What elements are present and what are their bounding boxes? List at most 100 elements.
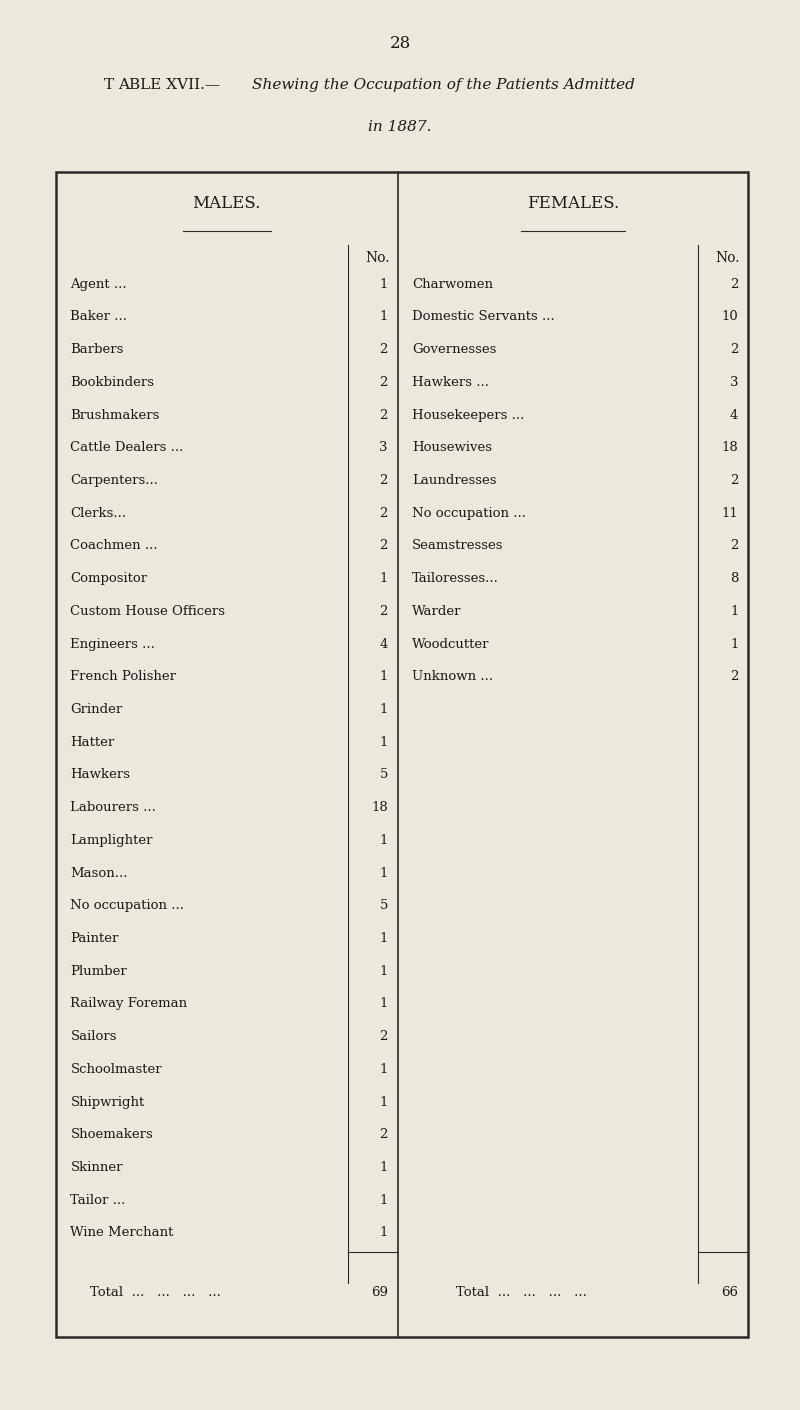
Text: 1: 1 — [380, 310, 388, 323]
Text: 2: 2 — [380, 1031, 388, 1043]
Text: 18: 18 — [722, 441, 738, 454]
Text: FEMALES.: FEMALES. — [526, 195, 619, 212]
Text: 5: 5 — [380, 768, 388, 781]
Text: Railway Foreman: Railway Foreman — [70, 997, 187, 1011]
Text: 1: 1 — [380, 1096, 388, 1108]
Text: in 1887.: in 1887. — [368, 120, 432, 134]
Text: Sailors: Sailors — [70, 1031, 117, 1043]
Text: 2: 2 — [380, 1128, 388, 1141]
Text: 3: 3 — [379, 441, 388, 454]
Text: 1: 1 — [380, 1063, 388, 1076]
Text: Charwomen: Charwomen — [412, 278, 493, 290]
Text: 2: 2 — [380, 540, 388, 553]
Text: Woodcutter: Woodcutter — [412, 637, 490, 650]
Text: 2: 2 — [380, 343, 388, 357]
Text: No.: No. — [715, 251, 740, 265]
Text: T: T — [104, 78, 114, 92]
Text: Hatter: Hatter — [70, 736, 114, 749]
Text: 1: 1 — [380, 932, 388, 945]
Text: 2: 2 — [380, 474, 388, 486]
Text: Shewing the Occupation of the Patients Admitted: Shewing the Occupation of the Patients A… — [252, 78, 635, 92]
Text: 2: 2 — [380, 376, 388, 389]
Text: 2: 2 — [730, 343, 738, 357]
Text: ABLE XVII.—: ABLE XVII.— — [118, 78, 221, 92]
Text: Seamstresses: Seamstresses — [412, 540, 503, 553]
Text: Governesses: Governesses — [412, 343, 496, 357]
Text: Tailor ...: Tailor ... — [70, 1194, 126, 1207]
Text: 18: 18 — [371, 801, 388, 814]
Text: Clerks...: Clerks... — [70, 506, 126, 520]
Text: 1: 1 — [730, 605, 738, 618]
Text: Brushmakers: Brushmakers — [70, 409, 160, 422]
Text: 10: 10 — [722, 310, 738, 323]
Text: MALES.: MALES. — [193, 195, 261, 212]
Text: Hawkers: Hawkers — [70, 768, 130, 781]
Text: French Polisher: French Polisher — [70, 670, 176, 684]
Text: Engineers ...: Engineers ... — [70, 637, 155, 650]
Text: Warder: Warder — [412, 605, 462, 618]
Text: Laundresses: Laundresses — [412, 474, 497, 486]
Text: 2: 2 — [380, 506, 388, 520]
Text: 5: 5 — [380, 900, 388, 912]
Text: Domestic Servants ...: Domestic Servants ... — [412, 310, 554, 323]
Text: 1: 1 — [380, 670, 388, 684]
Text: 2: 2 — [380, 605, 388, 618]
Text: Painter: Painter — [70, 932, 118, 945]
Text: 1: 1 — [380, 572, 388, 585]
Text: Custom House Officers: Custom House Officers — [70, 605, 226, 618]
Text: 2: 2 — [730, 474, 738, 486]
Text: Wine Merchant: Wine Merchant — [70, 1227, 174, 1239]
Text: Barbers: Barbers — [70, 343, 124, 357]
Text: 1: 1 — [380, 1194, 388, 1207]
Text: Housewives: Housewives — [412, 441, 492, 454]
Text: No occupation ...: No occupation ... — [70, 900, 184, 912]
Text: 11: 11 — [722, 506, 738, 520]
Text: Shoemakers: Shoemakers — [70, 1128, 153, 1141]
Text: 28: 28 — [390, 35, 410, 52]
Text: 66: 66 — [722, 1286, 738, 1299]
Text: No occupation ...: No occupation ... — [412, 506, 526, 520]
Text: 2: 2 — [730, 540, 738, 553]
Text: Coachmen ...: Coachmen ... — [70, 540, 158, 553]
Text: Grinder: Grinder — [70, 704, 122, 716]
Text: Hawkers ...: Hawkers ... — [412, 376, 489, 389]
Text: No.: No. — [365, 251, 390, 265]
Text: Lamplighter: Lamplighter — [70, 833, 153, 847]
Text: 1: 1 — [380, 1227, 388, 1239]
Text: Carpenters...: Carpenters... — [70, 474, 158, 486]
Text: 2: 2 — [380, 409, 388, 422]
Text: 3: 3 — [730, 376, 738, 389]
Text: Mason...: Mason... — [70, 867, 128, 880]
Bar — [56, 172, 748, 1337]
Text: Agent ...: Agent ... — [70, 278, 127, 290]
Text: 1: 1 — [380, 833, 388, 847]
Text: 4: 4 — [730, 409, 738, 422]
Text: Skinner: Skinner — [70, 1160, 123, 1175]
Text: 1: 1 — [380, 964, 388, 977]
Text: Plumber: Plumber — [70, 964, 127, 977]
Text: Total  ...   ...   ...   ...: Total ... ... ... ... — [90, 1286, 222, 1299]
Text: Tailoresses...: Tailoresses... — [412, 572, 499, 585]
Text: Schoolmaster: Schoolmaster — [70, 1063, 162, 1076]
Text: Compositor: Compositor — [70, 572, 147, 585]
Text: Cattle Dealers ...: Cattle Dealers ... — [70, 441, 184, 454]
Text: 1: 1 — [380, 1160, 388, 1175]
Text: 2: 2 — [730, 278, 738, 290]
Text: 1: 1 — [380, 736, 388, 749]
Text: 2: 2 — [730, 670, 738, 684]
Text: Baker ...: Baker ... — [70, 310, 127, 323]
Text: 1: 1 — [380, 278, 388, 290]
Text: Labourers ...: Labourers ... — [70, 801, 156, 814]
Text: 1: 1 — [380, 867, 388, 880]
Text: Shipwright: Shipwright — [70, 1096, 145, 1108]
Text: Bookbinders: Bookbinders — [70, 376, 154, 389]
Text: 1: 1 — [730, 637, 738, 650]
Text: 4: 4 — [380, 637, 388, 650]
Text: Unknown ...: Unknown ... — [412, 670, 493, 684]
Text: 1: 1 — [380, 704, 388, 716]
Text: 1: 1 — [380, 997, 388, 1011]
Text: Total  ...   ...   ...   ...: Total ... ... ... ... — [456, 1286, 587, 1299]
Text: 8: 8 — [730, 572, 738, 585]
Text: Housekeepers ...: Housekeepers ... — [412, 409, 524, 422]
Text: 69: 69 — [371, 1286, 388, 1299]
